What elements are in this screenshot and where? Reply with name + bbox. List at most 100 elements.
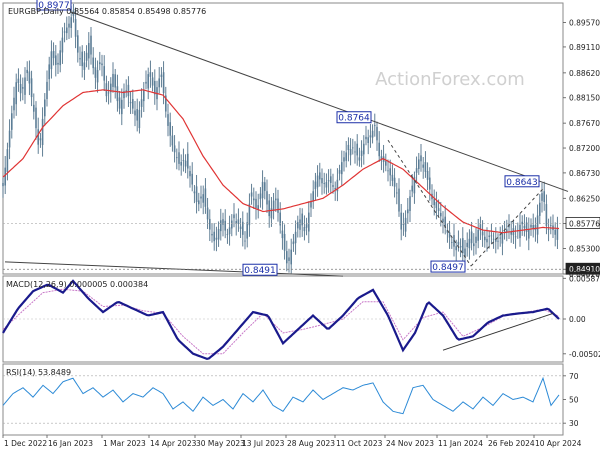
price-bar-body (209, 218, 211, 230)
price-bar-body (442, 218, 444, 223)
price-bar-body (352, 147, 354, 149)
price-bar-body (437, 208, 440, 212)
price-bar-body (114, 74, 116, 88)
price-bar-body (35, 107, 37, 129)
price-bar-body (44, 99, 46, 117)
x-axis-tick-label: 1 Mar 2023 (103, 439, 146, 448)
price-bar-body (411, 185, 413, 192)
price-bar-body (534, 225, 537, 231)
price-bar-body (455, 246, 457, 251)
price-bar-body (444, 216, 446, 228)
trendline (70, 11, 569, 192)
x-axis-tick-label: 13 Jul 2023 (242, 439, 285, 448)
y-axis-tick-label: 0.87200 (569, 144, 600, 153)
price-bar-body (200, 196, 202, 199)
annotation-label: 0.8977 (38, 1, 70, 11)
price-bar-body (110, 83, 112, 93)
price-bar-body (41, 118, 44, 146)
price-bar-body (312, 191, 314, 202)
price-bar-body (343, 157, 345, 162)
price-bar-body (255, 198, 257, 209)
price-bar-body (363, 143, 365, 155)
price-bar-body (158, 78, 160, 88)
price-bar-body (129, 101, 132, 104)
price-bar-body (151, 77, 154, 86)
price-bar-body (22, 87, 24, 89)
price-bar-body (2, 182, 4, 187)
price-bar-body (545, 204, 548, 227)
price-bar-body (116, 86, 119, 102)
price-bar-body (547, 229, 550, 230)
price-bar-body (66, 27, 68, 34)
price-bar-body (497, 240, 499, 242)
price-bar-body (400, 212, 402, 230)
price-bar-body (376, 126, 378, 141)
price-bar-body (521, 221, 523, 225)
price-bar-body (24, 77, 26, 95)
rsi-line (2, 376, 560, 415)
price-bar-body (481, 231, 484, 236)
price-bar-body (369, 135, 372, 138)
price-bar-body (272, 200, 275, 212)
price-bar-body (169, 122, 171, 136)
price-bar-body (354, 151, 356, 153)
price-bar-body (479, 224, 482, 231)
price-bar-body (358, 157, 361, 161)
price-bar-body (528, 229, 530, 239)
price-bar-body (457, 241, 460, 245)
price-bar-body (149, 72, 152, 77)
price-bar-body (523, 225, 526, 229)
price-bar-body (387, 170, 389, 172)
price-bar-body (332, 185, 334, 187)
x-axis-tick-label: 24 Nov 2023 (386, 439, 434, 448)
price-bar-body (121, 99, 123, 115)
price-bar-body (492, 238, 495, 240)
macd-signal-line (2, 288, 560, 355)
price-bar-body (341, 162, 343, 175)
price-bar-body (347, 144, 350, 151)
price-bar-body (261, 181, 264, 199)
price-bar-body (15, 82, 17, 105)
price-bar-body (294, 231, 297, 244)
price-bar-body (11, 113, 13, 130)
price-bar-body (484, 236, 486, 241)
price-bar-body (519, 224, 521, 239)
price-bar-body (334, 187, 336, 190)
price-bar-body (420, 155, 422, 162)
price-bar-body (462, 238, 464, 254)
price-bar-body (55, 55, 57, 65)
price-bar-body (415, 168, 418, 173)
main-panel-frame (2, 2, 564, 275)
price-bar-body (101, 63, 103, 66)
price-bar-body (374, 125, 376, 127)
price-bar-body (26, 69, 28, 74)
price-bar-body (360, 150, 363, 157)
price-bar-body (145, 81, 147, 84)
price-bar-body (85, 52, 88, 61)
price-bar-body (393, 177, 396, 187)
price-bar-body (470, 231, 473, 244)
price-bar-body (257, 205, 259, 211)
price-bar-body (371, 130, 374, 138)
price-bar-body (446, 230, 449, 233)
price-bar-body (134, 110, 136, 116)
y-axis-tick-label: 0.89110 (569, 43, 600, 52)
price-bar-body (365, 136, 367, 140)
price-bar-body (173, 145, 176, 153)
price-bar-body (125, 90, 127, 92)
price-bar-body (184, 160, 187, 167)
price-bar-body (325, 182, 328, 188)
price-bar-body (171, 135, 174, 146)
price-bar-body (48, 64, 50, 80)
price-bar-body (237, 219, 240, 224)
y-axis-tick-label: 0.85300 (569, 245, 600, 254)
price-bar-body (246, 222, 248, 239)
price-bar-body (57, 62, 59, 65)
y-axis-price-tag (565, 262, 600, 275)
price-bar-body (92, 57, 94, 69)
price-bar-body (506, 229, 508, 233)
price-bar-body (228, 227, 231, 235)
price-bar-body (123, 91, 125, 99)
price-bar-body (33, 104, 35, 112)
